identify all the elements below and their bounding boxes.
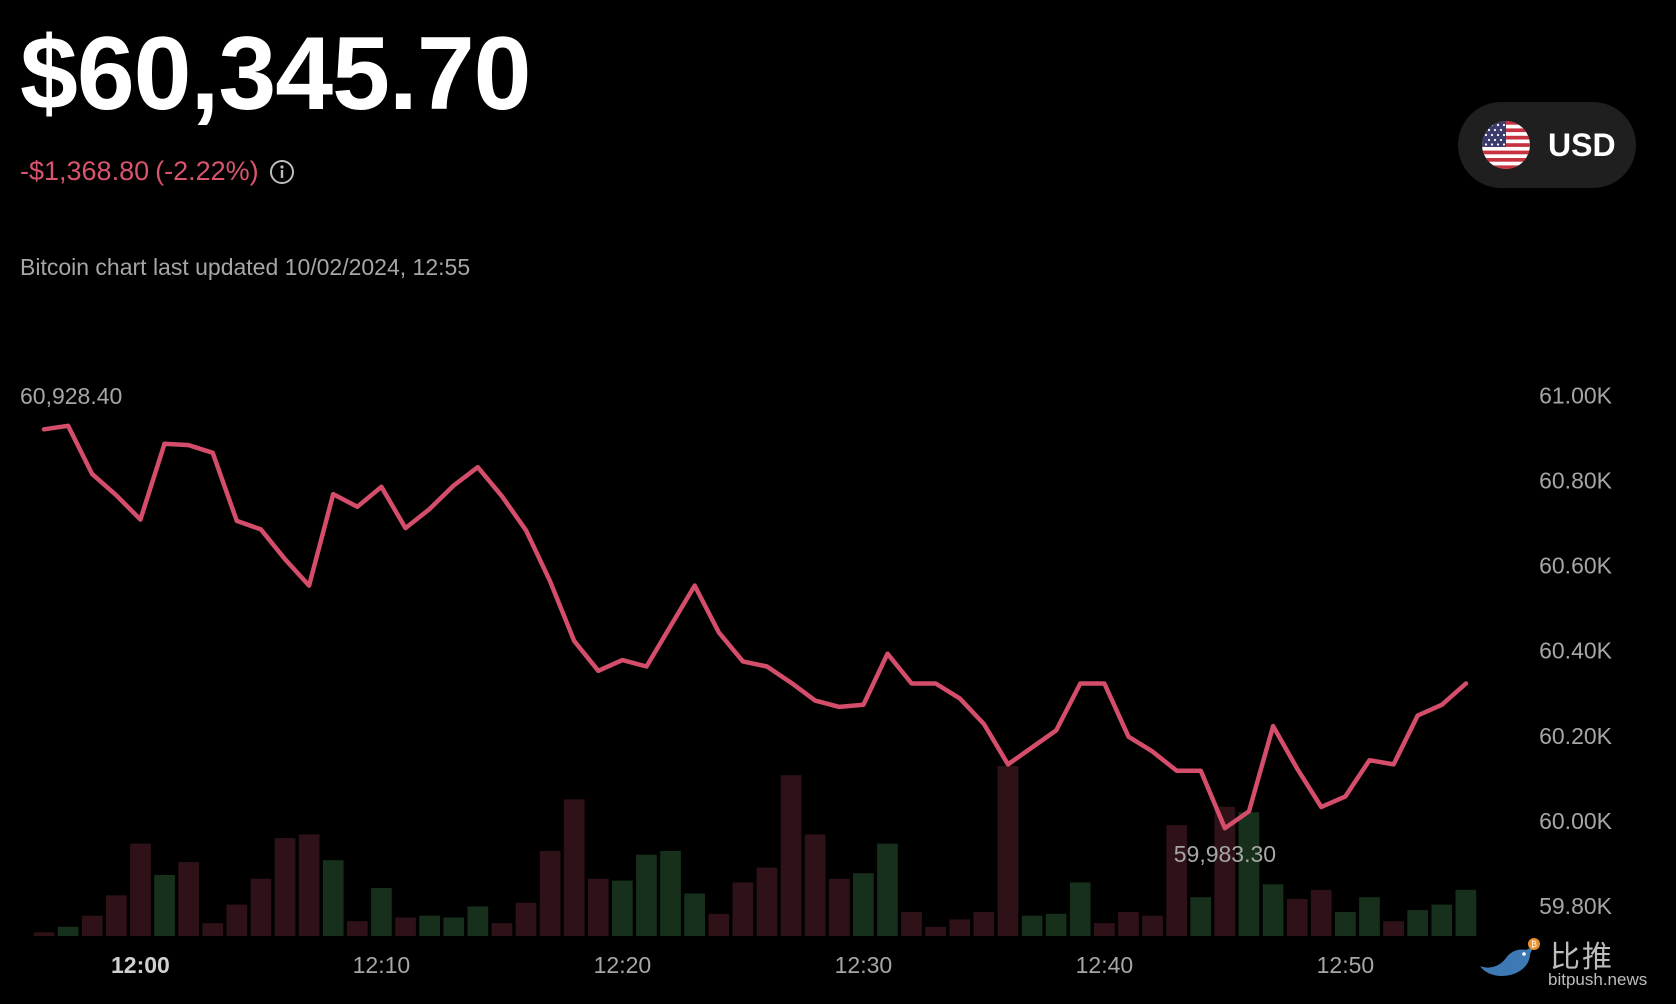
volume-bar xyxy=(1238,812,1260,936)
change-amount: -$1,368.80 xyxy=(20,156,150,186)
info-icon[interactable] xyxy=(269,159,295,185)
volume-bar xyxy=(106,895,127,936)
y-axis: 61.00K 60.80K 60.60K 60.40K 60.20K 60.00K 59.8… xyxy=(1539,382,1613,919)
volume-bar xyxy=(178,862,199,936)
volume-bar xyxy=(708,913,730,936)
volume-bar xyxy=(33,932,55,936)
current-price: $60,345.70 xyxy=(20,16,532,132)
volume-bar xyxy=(1431,904,1453,936)
us-flag-icon xyxy=(1482,121,1530,169)
volume-bar xyxy=(1286,899,1308,936)
volume-bar xyxy=(274,838,296,936)
volume-bar xyxy=(130,843,151,936)
watermark-en-text: bitpush.news xyxy=(1548,970,1648,989)
volume-bar xyxy=(612,880,633,936)
volume-bar xyxy=(828,878,850,936)
low-price-label: 59,983.30 xyxy=(1174,841,1276,867)
volume-bar xyxy=(1094,923,1115,936)
volume-bar xyxy=(322,860,344,936)
currency-selector-button[interactable]: USD xyxy=(1458,102,1636,188)
volume-bar xyxy=(1407,910,1428,936)
high-price-label: 60,928.40 xyxy=(20,383,122,409)
volume-bar xyxy=(997,766,1019,936)
x-tick-label: 12:00 xyxy=(111,952,170,978)
volume-bar xyxy=(1359,897,1380,936)
volume-bar xyxy=(515,902,537,936)
volume-bar xyxy=(491,923,513,936)
volume-bar xyxy=(973,912,995,936)
volume-bar xyxy=(1190,897,1212,936)
volume-bar xyxy=(780,775,802,936)
volume-bar xyxy=(1069,882,1091,936)
volume-bar xyxy=(1118,912,1139,936)
volume-bar xyxy=(347,921,368,936)
volume-bar xyxy=(587,878,609,936)
y-tick-label: 60.40K xyxy=(1539,638,1613,664)
volume-bar xyxy=(1310,889,1332,936)
y-tick-label: 60.20K xyxy=(1539,723,1613,749)
price-change-row: -$1,368.80 (-2.22%) xyxy=(20,156,295,187)
volume-bar xyxy=(1045,913,1067,936)
change-percent: (-2.22%) xyxy=(155,156,259,186)
svg-text:₿: ₿ xyxy=(1531,940,1537,949)
volume-bar xyxy=(539,851,561,936)
last-updated-text: Bitcoin chart last updated 10/02/2024, 1… xyxy=(20,254,471,280)
x-tick-label: 12:10 xyxy=(353,952,411,978)
volume-bar xyxy=(684,893,705,936)
volume-bar xyxy=(443,917,465,936)
x-tick-label: 12:50 xyxy=(1317,952,1375,978)
volume-bar xyxy=(1166,825,1187,936)
volume-bar xyxy=(298,834,320,936)
volume-bar xyxy=(732,882,754,936)
volume-bar xyxy=(226,904,248,936)
volume-bar xyxy=(563,799,585,936)
volume-bar xyxy=(1262,884,1284,936)
x-axis: 12:00 12:10 12:20 12:30 12:40 12:50 xyxy=(111,952,1374,978)
volume-bar xyxy=(419,915,440,936)
volume-bar xyxy=(949,919,971,936)
volume-bar xyxy=(853,873,874,936)
watermark: ₿ 比推 bitpush.news xyxy=(1476,932,1666,996)
watermark-cn-text: 比推 xyxy=(1550,940,1614,975)
volume-bar xyxy=(81,915,103,936)
y-tick-label: 60.80K xyxy=(1539,467,1613,493)
volume-bar xyxy=(901,912,922,936)
y-tick-label: 61.00K xyxy=(1539,382,1613,408)
volume-bar xyxy=(1335,912,1356,936)
y-tick-label: 60.60K xyxy=(1539,553,1613,579)
volume-bar xyxy=(660,851,681,936)
currency-label: USD xyxy=(1548,126,1616,163)
volume-bar xyxy=(57,926,79,936)
volume-bar xyxy=(877,843,898,936)
volume-bar xyxy=(1021,915,1043,936)
volume-bar xyxy=(756,867,778,936)
y-tick-label: 60.00K xyxy=(1539,808,1613,834)
price-line-layer xyxy=(41,423,1469,831)
volume-bar xyxy=(1455,889,1477,936)
x-tick-label: 12:30 xyxy=(835,952,893,978)
bird-icon: ₿ xyxy=(1480,938,1540,976)
volume-bar xyxy=(1214,806,1236,936)
volume-bar xyxy=(925,926,946,936)
volume-bar xyxy=(250,878,272,936)
volume-bar xyxy=(467,906,489,936)
volume-bar xyxy=(1142,915,1163,936)
volume-bar xyxy=(804,834,826,936)
price-line xyxy=(41,423,1469,831)
y-tick-label: 59.80K xyxy=(1539,893,1613,919)
volume-bar xyxy=(636,854,657,936)
volume-bar xyxy=(154,875,175,936)
volume-bars xyxy=(33,766,1477,936)
volume-bar xyxy=(202,923,224,936)
annotations: 60,928.40 59,983.30 xyxy=(20,383,1276,867)
volume-bar xyxy=(1383,921,1404,936)
volume-bar xyxy=(371,888,392,936)
x-tick-label: 12:40 xyxy=(1076,952,1134,978)
volume-bar xyxy=(395,917,416,936)
x-tick-label: 12:20 xyxy=(594,952,652,978)
